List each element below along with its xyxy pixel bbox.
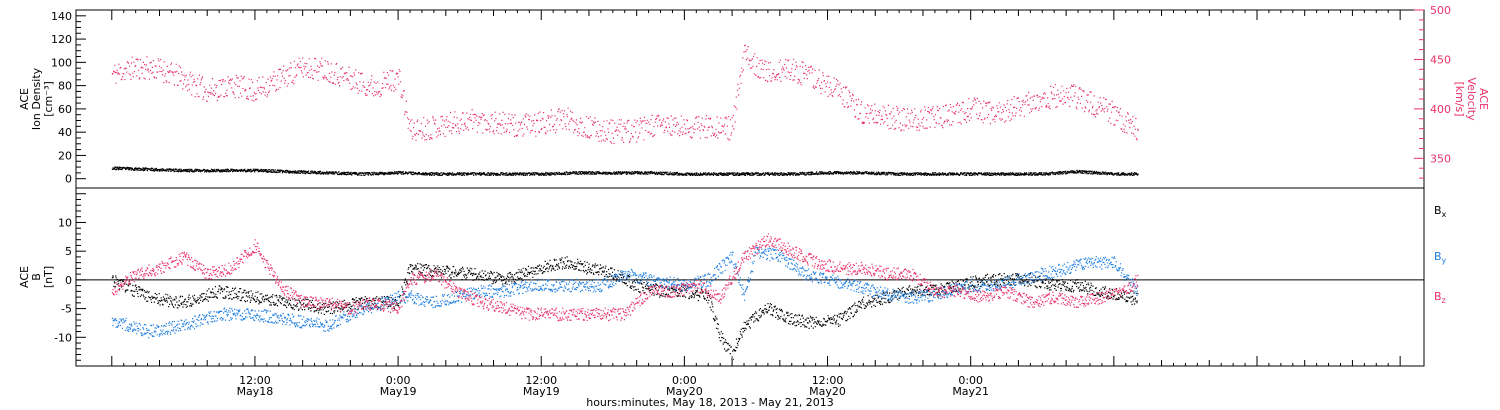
x-tick-date: May18 — [237, 385, 274, 398]
x-tick-date: May19 — [523, 385, 560, 398]
legend-entry-sub: z — [1442, 296, 1446, 305]
top-plot-frame — [75, 9, 1425, 189]
x-tick-date: May20 — [666, 385, 703, 398]
x-tick-time: 0:00 — [672, 374, 697, 387]
b-tick-label: -5 — [61, 303, 72, 316]
b-tick-label: 5 — [65, 245, 72, 258]
density-tick-label: 100 — [51, 56, 72, 69]
density-tick-label: 60 — [58, 103, 72, 116]
legend-entry-main: B — [1434, 250, 1442, 263]
legend-entry-sub: y — [1442, 256, 1447, 265]
legend-entry: Bx — [1434, 204, 1447, 219]
density-tick-label: 140 — [51, 10, 72, 23]
bx-series — [111, 256, 1139, 360]
velocity-axis-title-line: Velocity — [1465, 77, 1478, 121]
b-axis-title-line: B — [30, 273, 43, 281]
x-axis: 12:00May180:00May1912:00May190:00May2012… — [111, 10, 1401, 409]
density-axis-title: ACEIon Density[cm⁻³] — [18, 67, 55, 130]
b-axis-title-line: [nT] — [42, 266, 55, 288]
legend-entry-main: B — [1434, 204, 1442, 217]
density-tick-label: 40 — [58, 126, 72, 139]
velocity-tick-label: 450 — [1430, 53, 1451, 66]
density-axis-title-line: Ion Density — [30, 67, 43, 130]
b-tick-label: -10 — [54, 331, 72, 344]
bottom-plot-frame — [75, 187, 1425, 367]
x-tick-date: May19 — [380, 385, 417, 398]
x-tick-date: May21 — [952, 385, 989, 398]
x-tick-time: 0:00 — [386, 374, 411, 387]
density-axis-title-line: [cm⁻³] — [42, 81, 55, 117]
velocity-axis-title: ACEVelocity[km/s] — [1453, 77, 1490, 121]
x-tick-time: 0:00 — [958, 374, 983, 387]
density-tick-label: 20 — [58, 149, 72, 162]
legend-entry: Bz — [1434, 290, 1446, 305]
b-axis-title-line: ACE — [18, 266, 31, 288]
legend-entry-main: B — [1434, 290, 1442, 303]
velocity-tick-label: 400 — [1430, 103, 1451, 116]
velocity-tick-label: 500 — [1430, 4, 1451, 17]
velocity-axis-title-line: ACE — [1477, 88, 1490, 110]
velocity-axis-title-line: [km/s] — [1453, 81, 1466, 116]
x-axis-title: hours:minutes, May 18, 2013 - May 21, 20… — [586, 396, 834, 409]
legend-entry-sub: x — [1442, 210, 1447, 219]
x-tick-time: 12:00 — [812, 374, 844, 387]
x-tick-time: 12:00 — [525, 374, 557, 387]
b-tick-label: 10 — [58, 216, 72, 229]
density-tick-label: 0 — [65, 173, 72, 186]
density-tick-label: 120 — [51, 33, 72, 46]
x-tick-time: 12:00 — [239, 374, 271, 387]
density-tick-label: 80 — [58, 80, 72, 93]
velocity-series — [111, 44, 1139, 145]
x-tick-date: May20 — [809, 385, 846, 398]
bz-series — [111, 233, 1139, 322]
b-tick-label: 0 — [65, 274, 72, 287]
legend-entry: By — [1434, 250, 1447, 265]
b-axis-title: ACEB[nT] — [18, 266, 55, 288]
density-series — [111, 166, 1139, 176]
velocity-tick-label: 350 — [1430, 152, 1451, 165]
density-axis-title-line: ACE — [18, 88, 31, 110]
